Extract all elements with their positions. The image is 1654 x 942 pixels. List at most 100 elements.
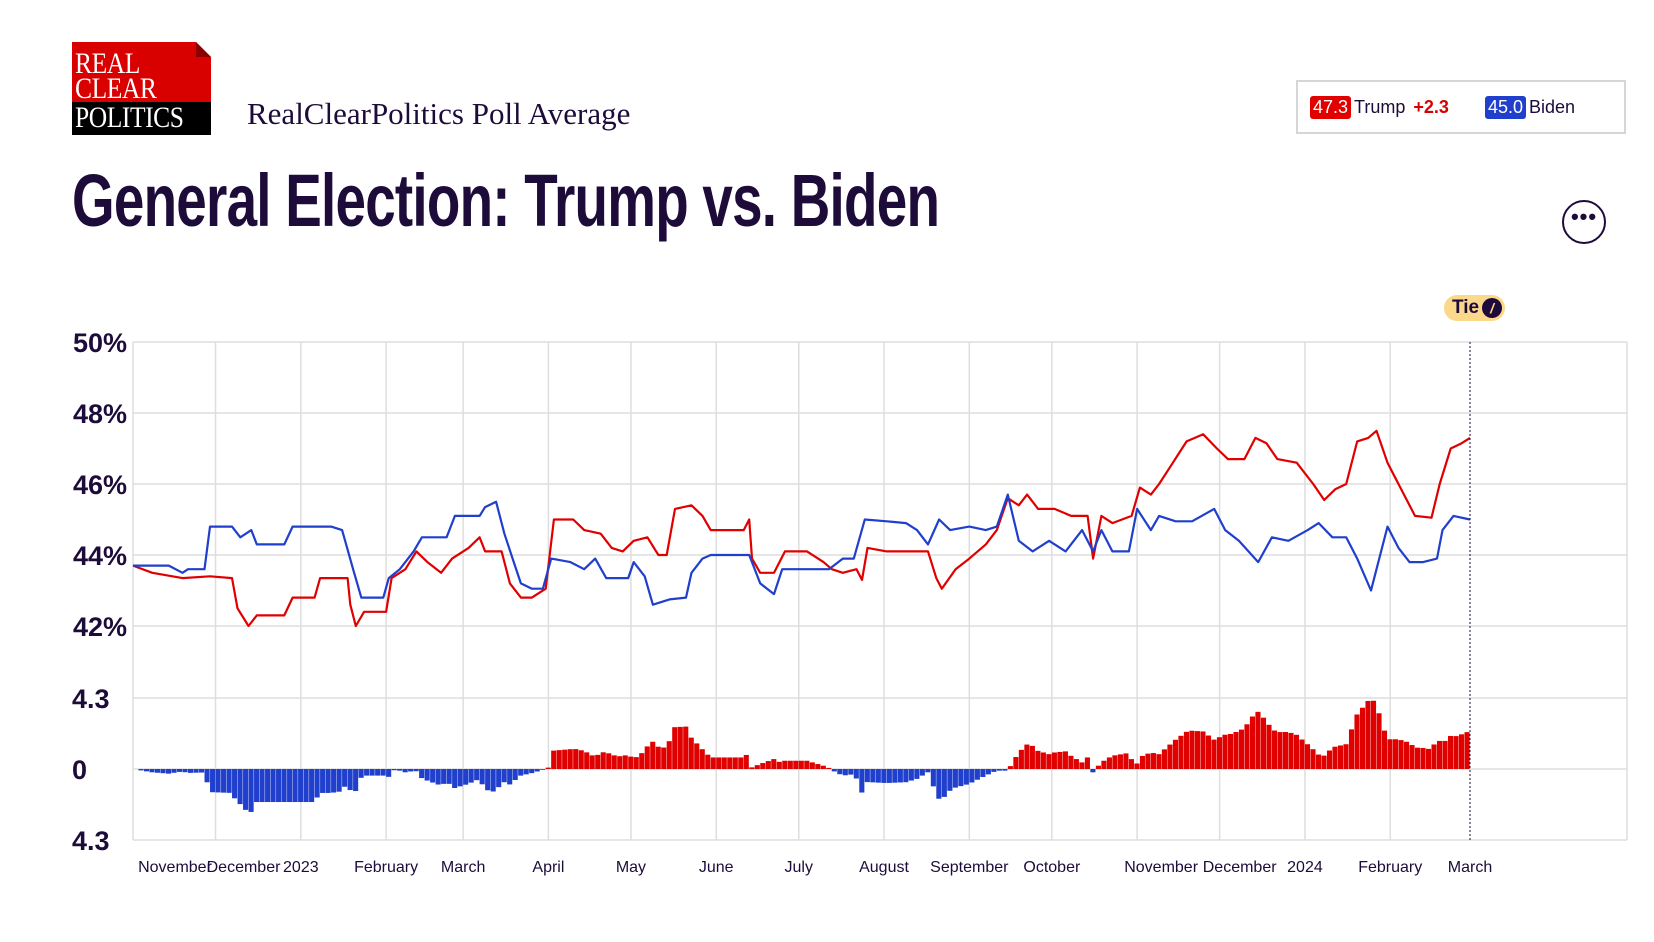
spread-bar-biden: [490, 769, 496, 792]
spread-bar-trump: [1381, 730, 1388, 769]
spread-bar-biden: [479, 769, 485, 785]
spread-bar-trump: [1178, 735, 1184, 769]
spread-bar-biden: [193, 769, 199, 773]
spread-bar-biden: [149, 769, 155, 773]
y-tick-label: 4.3: [72, 826, 110, 856]
spread-bar-trump: [1359, 707, 1366, 769]
y-tick-label: 44%: [73, 541, 127, 571]
spread-bar-trump: [606, 753, 612, 769]
spread-bar-biden: [309, 769, 315, 803]
spread-bar-trump: [1040, 752, 1046, 769]
spread-bar-biden: [529, 769, 535, 774]
line-trump: [132, 429, 1471, 628]
rcp-logo[interactable]: REAL CLEAR POLITICS: [72, 42, 211, 135]
y-tick-label: 50%: [73, 328, 127, 358]
spread-bar-biden: [534, 769, 540, 772]
spread-bar-biden: [435, 769, 441, 785]
spread-bar-biden: [325, 769, 331, 793]
spread-bar-trump: [1062, 751, 1068, 769]
spread-bar-trump: [688, 737, 694, 769]
spread-bar-trump: [1332, 746, 1338, 769]
biden-name: Biden: [1528, 96, 1576, 117]
spread-bar-trump: [1365, 700, 1371, 769]
spread-bar-biden: [204, 769, 210, 783]
spread-bar-trump: [589, 755, 595, 769]
spread-bar-trump: [815, 764, 821, 769]
y-tick-label: 48%: [73, 399, 127, 429]
spread-bar-biden: [848, 769, 854, 775]
legend-item-biden[interactable]: 45.0 Biden: [1484, 95, 1576, 119]
spread-bar-biden: [930, 769, 936, 787]
spread-bar-biden: [919, 769, 925, 776]
y-tick-label: 4.3: [72, 684, 110, 714]
spread-bar-biden: [144, 769, 150, 772]
spread-bar-trump: [798, 760, 804, 769]
spread-bar-trump: [743, 754, 749, 769]
spread-bar-trump: [1392, 739, 1399, 769]
x-tick-label: 2023: [283, 859, 319, 876]
spread-bar-trump: [661, 747, 667, 769]
spread-bar-biden: [419, 769, 425, 779]
spread-bar-biden: [936, 769, 942, 799]
spread-bar-trump: [1139, 755, 1145, 769]
spread-bar-trump: [1073, 759, 1079, 769]
spread-bar-biden: [221, 769, 227, 793]
spread-bar-biden: [166, 769, 172, 774]
spread-bar-trump: [1260, 717, 1267, 769]
spread-bar-trump: [1029, 745, 1035, 769]
spread-bar-biden: [188, 769, 194, 773]
spread-bar-trump: [650, 741, 656, 769]
spread-bar-trump: [732, 757, 738, 769]
spread-bar-trump: [760, 763, 766, 769]
spread-bar-trump: [1354, 714, 1360, 769]
spread-bar-trump: [683, 726, 689, 769]
spread-bar-trump: [1447, 735, 1454, 769]
spread-bar-biden: [985, 769, 991, 775]
spread-bar-biden: [155, 769, 161, 773]
spread-bar-trump: [611, 755, 617, 769]
spread-bar-trump: [677, 726, 683, 769]
spread-bar-biden: [254, 769, 260, 803]
spread-bar-biden: [859, 769, 865, 793]
spread-bar-trump: [1189, 730, 1195, 769]
spread-bar-trump: [600, 752, 606, 769]
legend-item-trump[interactable]: 47.3 Trump +2.3: [1310, 95, 1449, 119]
spread-bar-trump: [694, 743, 700, 769]
page-subtitle: RealClearPolitics Poll Average: [247, 96, 631, 131]
spread-bar-biden: [485, 769, 491, 791]
more-options-button[interactable]: •••: [1562, 200, 1606, 244]
spread-bar-trump: [1123, 753, 1129, 769]
spread-bar-biden: [446, 769, 452, 784]
spread-bar-trump: [809, 762, 815, 769]
spread-bar-trump: [1387, 739, 1393, 769]
spread-bar-trump: [1051, 752, 1057, 769]
tie-badge[interactable]: Tie /: [1444, 295, 1506, 321]
spread-bar-biden: [408, 769, 414, 772]
spread-bar-biden: [232, 769, 238, 799]
spread-bar-biden: [292, 769, 298, 803]
spread-bar-biden: [474, 769, 480, 781]
spread-bar-biden: [270, 769, 276, 803]
spread-bar-trump: [1112, 755, 1118, 769]
spread-bar-trump: [1068, 755, 1074, 769]
spread-bar-biden: [413, 769, 419, 772]
spread-bar-trump: [793, 760, 799, 769]
spread-bar-trump: [1277, 732, 1283, 769]
spread-bar-trump: [1398, 740, 1404, 769]
spread-bar-biden: [243, 769, 249, 810]
spread-bar-trump: [787, 760, 793, 769]
spread-bar-biden: [496, 769, 502, 788]
spread-bar-trump: [1084, 757, 1090, 769]
spread-bar-biden: [298, 769, 304, 803]
spread-bar-biden: [177, 769, 183, 772]
spread-bar-trump: [1134, 763, 1140, 769]
spread-bar-biden: [925, 769, 931, 773]
spread-bar-biden: [430, 769, 436, 783]
logo-black-band: [72, 102, 211, 135]
spread-bar-trump: [1464, 732, 1470, 769]
spread-bar-trump: [1425, 748, 1432, 769]
legend-box: 47.3 Trump +2.3 45.0 Biden: [1296, 80, 1626, 134]
spread-bar-trump: [1007, 766, 1013, 769]
biden-value-badge: 45.0: [1484, 95, 1526, 119]
